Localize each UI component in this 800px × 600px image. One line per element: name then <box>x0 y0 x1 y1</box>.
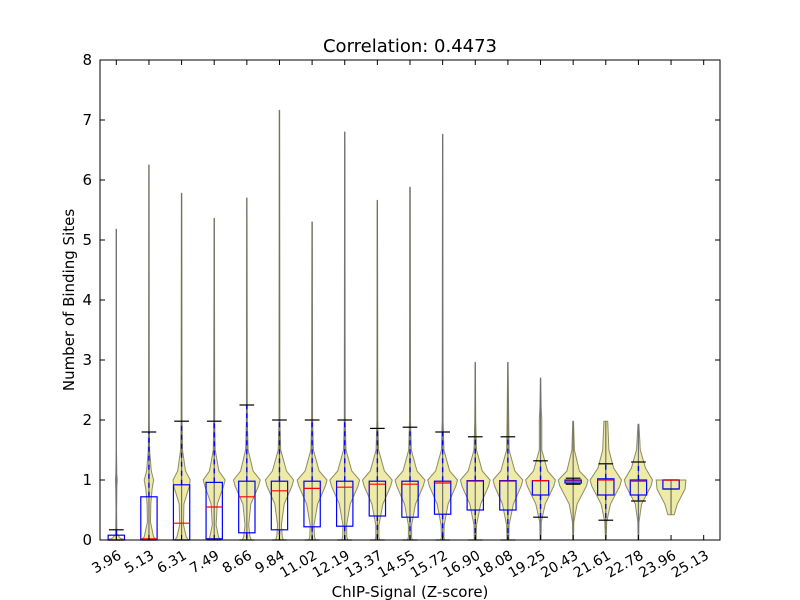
box-10 <box>433 480 452 515</box>
y-tick-label-6: 6 <box>82 171 92 189</box>
box-15 <box>597 478 615 496</box>
plot-area <box>106 109 687 541</box>
box-4 <box>238 480 256 534</box>
box-5 <box>270 480 289 531</box>
box-9 <box>401 480 419 518</box>
y-tick-label-1: 1 <box>82 471 92 489</box>
y-tick-label-8: 8 <box>82 51 92 69</box>
y-axis: 0 1 2 3 4 5 6 7 8 <box>82 51 720 549</box>
chart-title: Correlation: 0.4473 <box>323 36 497 57</box>
y-tick-label-2: 2 <box>82 411 92 429</box>
y-tick-label-5: 5 <box>82 231 92 249</box>
y-tick-label-0: 0 <box>82 531 92 549</box>
y-axis-label: Number of Binding Sites <box>60 209 78 391</box>
box-8 <box>368 480 387 517</box>
box-6 <box>303 480 321 528</box>
box-7 <box>335 480 354 527</box>
box-16 <box>629 479 648 496</box>
y-tick-label-4: 4 <box>82 291 92 309</box>
y-tick-label-3: 3 <box>82 351 92 369</box>
x-axis-label: ChIP-Signal (Z-score) <box>332 583 489 600</box>
y-tick-label-7: 7 <box>82 111 92 129</box>
